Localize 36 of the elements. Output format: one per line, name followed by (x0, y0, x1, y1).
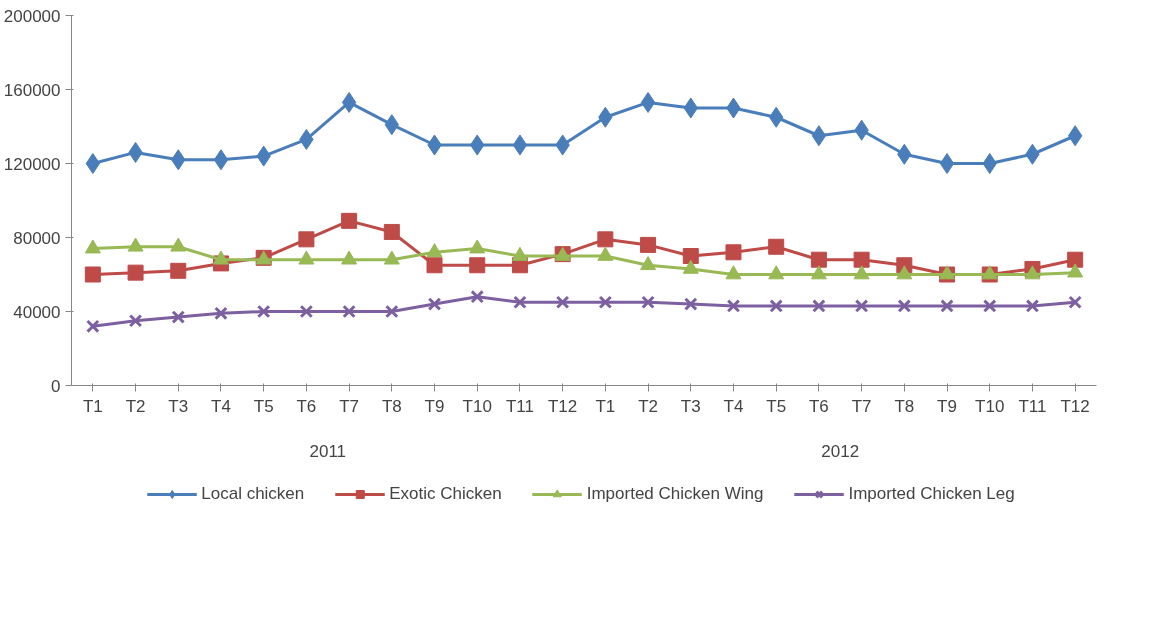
y-tick-label: 200000 (3, 6, 61, 26)
legend-label: Imported Chicken Leg (848, 484, 1015, 504)
y-tick-label: 40000 (13, 302, 61, 322)
text: 2011 (309, 441, 347, 461)
y-tick-label: 120000 (3, 154, 61, 174)
x-tick-label: T5 (253, 396, 274, 416)
x-tick-label: T12 (548, 396, 578, 416)
y-tick-label: 0 (51, 376, 61, 396)
x-tick-label: T9 (937, 396, 957, 416)
x-tick-label: T12 (1060, 396, 1090, 416)
x-tick-label: T1 (595, 396, 616, 416)
x-tick-label: T10 (975, 396, 1005, 416)
x-tick-label: T3 (168, 396, 189, 416)
x-tick-label: T3 (680, 396, 701, 416)
x-tick-label: T7 (339, 396, 360, 416)
y-tick-label: 160000 (3, 80, 61, 100)
x-tick-label: T8 (381, 396, 402, 416)
x-tick-label: T8 (894, 396, 915, 416)
x-tick-label: T10 (462, 396, 492, 416)
x-tick-label: T6 (296, 396, 317, 416)
x-tick-label: T11 (505, 396, 534, 416)
x-tick-label: T7 (851, 396, 872, 416)
x-tick-label: T5 (766, 396, 787, 416)
x-tick-label: T2 (638, 396, 658, 416)
x-tick-label: T11 (1018, 396, 1047, 416)
text: 2012 (821, 441, 860, 461)
legend-label: Exotic Chicken (389, 484, 502, 504)
x-tick-label: T4 (211, 396, 231, 416)
y-tick-label: 80000 (13, 228, 61, 248)
x-tick-label: T9 (424, 396, 445, 416)
x-tick-label: T4 (723, 396, 744, 416)
legend-label: Imported Chicken Wing (586, 484, 764, 504)
x-tick-label: T1 (82, 396, 103, 416)
x-tick-label: T6 (808, 396, 829, 416)
legend-label: Local chicken (201, 484, 305, 504)
x-tick-label: T2 (125, 396, 146, 416)
